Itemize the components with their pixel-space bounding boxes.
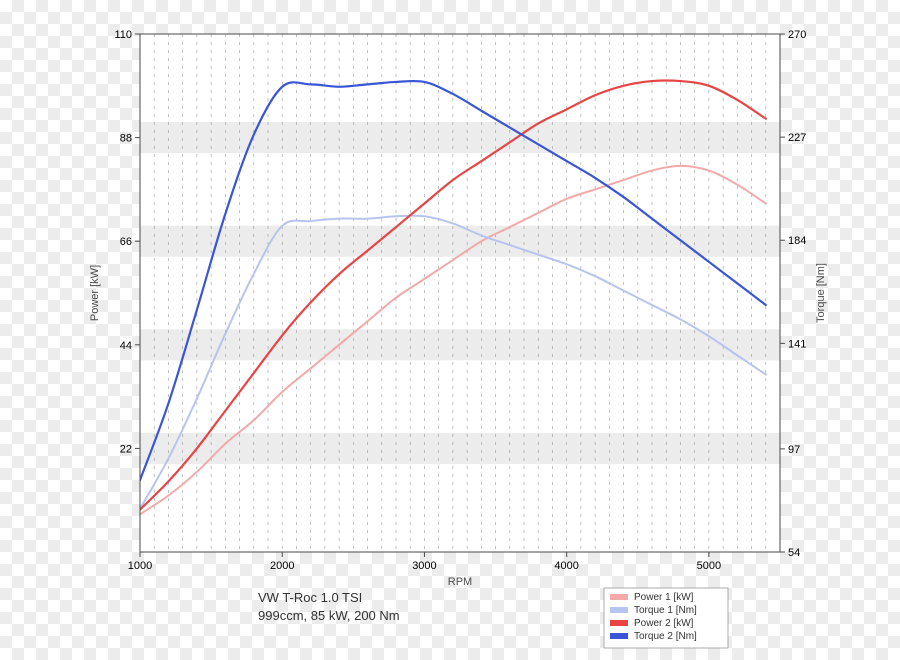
x-tick-label: 1000 (128, 560, 152, 572)
x-tick-label: 2000 (270, 560, 294, 572)
legend-label-torque2: Torque 2 [Nm] (634, 631, 697, 642)
x-tick-label: 5000 (697, 560, 721, 572)
x-axis-label: RPM (448, 576, 472, 588)
legend-swatch-torque1 (610, 607, 628, 613)
y-left-axis-label: Power [kW] (89, 265, 101, 321)
x-tick-label: 3000 (412, 560, 436, 572)
y-left-tick-label: 44 (120, 340, 132, 352)
subtitle-line1: VW T-Roc 1.0 TSI (258, 590, 362, 605)
y-right-tick-label: 270 (788, 29, 806, 41)
legend: Power 1 [kW] Torque 1 [Nm] Power 2 [kW] Tor… (604, 588, 728, 648)
dyno-chart: 1000 2000 3000 4000 5000 RPM 22 44 66 88 110 Power … (0, 0, 900, 660)
grid-band (140, 433, 780, 464)
subtitle-line2: 999ccm, 85 kW, 200 Nm (258, 608, 400, 623)
grid-band (140, 329, 780, 360)
legend-swatch-torque2 (610, 633, 628, 639)
y-right-tick-label: 141 (788, 338, 806, 350)
y-left-tick-label: 110 (114, 29, 132, 41)
y-left-tick-label: 66 (120, 236, 132, 248)
y-left-tick-label: 22 (120, 443, 132, 455)
legend-swatch-power1 (610, 594, 628, 600)
grid-band (140, 122, 780, 153)
x-tick-label: 4000 (554, 560, 578, 572)
grid-band (140, 226, 780, 257)
y-left-tick-label: 88 (120, 133, 132, 145)
legend-label-torque1: Torque 1 [Nm] (634, 605, 697, 616)
legend-label-power2: Power 2 [kW] (634, 618, 694, 629)
plot-bg (140, 34, 780, 552)
y-right-tick-label: 227 (788, 132, 806, 144)
y-right-tick-label: 184 (788, 235, 806, 247)
y-right-axis-label: Torque [Nm] (815, 263, 827, 323)
y-right-tick-label: 54 (788, 547, 800, 559)
legend-label-power1: Power 1 [kW] (634, 592, 694, 603)
y-right-tick-label: 97 (788, 444, 800, 456)
legend-swatch-power2 (610, 620, 628, 626)
